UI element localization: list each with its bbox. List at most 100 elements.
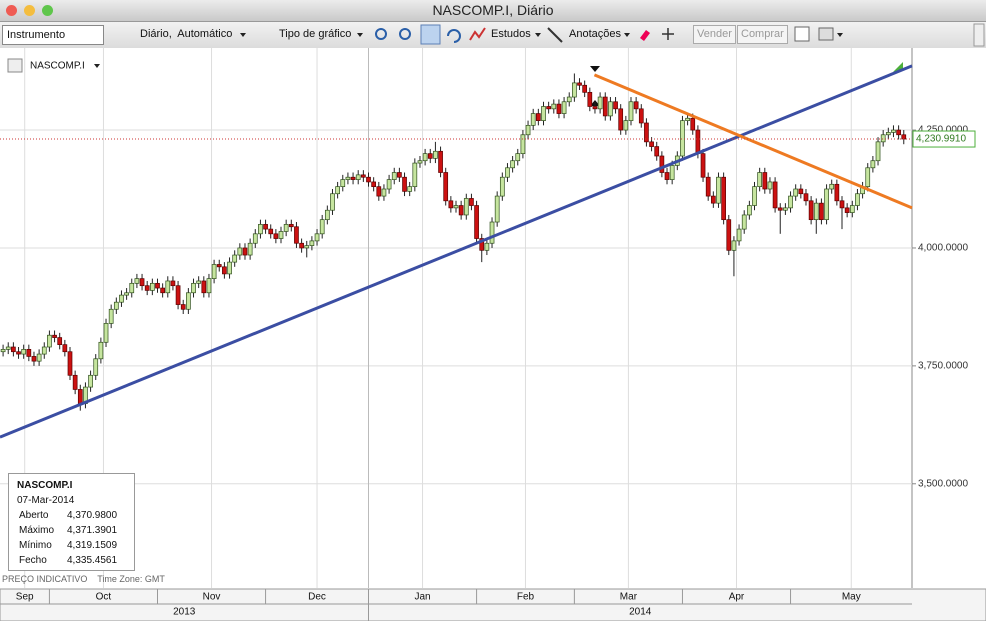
info-symbol: NASCOMP.I — [17, 480, 73, 491]
y-tick-label: 3,750.0000 — [918, 361, 968, 372]
sell-button[interactable]: Vender — [693, 25, 736, 44]
candle-body — [52, 334, 57, 338]
x-tick-label: Oct — [96, 592, 112, 603]
annotations-icon[interactable] — [547, 27, 563, 43]
candle-body — [757, 172, 763, 188]
candle-body — [520, 134, 526, 154]
candle-body — [211, 264, 217, 279]
candle-body — [618, 108, 624, 131]
candle-body — [391, 172, 397, 180]
candle-body — [247, 242, 253, 256]
candle-body — [772, 181, 778, 209]
candle-body — [283, 224, 289, 232]
minimize-button[interactable] — [24, 5, 35, 16]
studies-dropdown[interactable]: Estudos — [491, 28, 531, 40]
candle-body — [865, 167, 871, 188]
candle-body — [21, 349, 27, 355]
candle-body — [26, 349, 32, 357]
instrument-input[interactable]: Instrumento — [2, 25, 104, 45]
candle-body — [494, 195, 500, 223]
scroll-control[interactable] — [973, 23, 985, 47]
candle-body — [875, 141, 881, 162]
candle-body — [561, 101, 567, 114]
candle-body — [324, 209, 330, 221]
candle-body — [88, 374, 93, 388]
footer: PREÇO INDICATIVO Time Zone: GMT — [2, 574, 165, 584]
candle-body — [535, 113, 541, 121]
candle-body — [767, 181, 773, 190]
candle-body — [638, 108, 644, 124]
candle-body — [268, 228, 274, 235]
candle-body — [108, 308, 114, 324]
candle-body — [16, 351, 21, 355]
candle-body — [777, 207, 783, 211]
y-tick-label: 4,250.0000 — [918, 125, 968, 136]
candle-body — [175, 285, 181, 305]
instrument-placeholder: Instrumento — [7, 29, 66, 41]
candle-body — [273, 233, 279, 239]
info-label: Fecho — [19, 555, 47, 566]
candle-body — [397, 172, 402, 178]
candle-body — [855, 193, 860, 206]
zoom-in-icon[interactable] — [375, 28, 387, 40]
candle-body — [381, 188, 387, 197]
candle-body — [700, 153, 706, 178]
candle-body — [798, 188, 804, 195]
candle-body — [479, 238, 485, 251]
candle-body — [731, 240, 737, 251]
eraser-icon[interactable] — [640, 30, 650, 41]
toolbar: Instrumento Diário, Automático Tipo de g… — [0, 22, 986, 49]
candle-body — [299, 242, 304, 249]
chart-type-dropdown[interactable]: Tipo de gráfico — [279, 28, 352, 40]
candle-body — [515, 153, 521, 162]
candle-body — [669, 165, 675, 180]
crosshair-icon[interactable] — [662, 28, 674, 40]
candle-body — [165, 280, 171, 294]
annotations-dropdown[interactable]: Anotações — [569, 28, 621, 40]
candle-body — [330, 193, 335, 211]
close-button[interactable] — [6, 5, 17, 16]
candle-body — [36, 353, 42, 362]
candle-body — [294, 226, 299, 244]
year-label: 2014 — [629, 607, 652, 618]
info-label: Mínimo — [19, 540, 52, 551]
chart-background — [0, 48, 986, 621]
pan-icon[interactable] — [420, 24, 441, 45]
candle-body — [716, 176, 721, 204]
trendline — [593, 73, 913, 210]
candle-body — [113, 301, 119, 310]
candle-body — [546, 106, 551, 110]
candle-body — [407, 186, 413, 192]
studies-icon[interactable] — [469, 27, 486, 41]
candle-body — [597, 96, 603, 110]
reset-icon[interactable] — [447, 29, 461, 43]
candle-body — [227, 261, 232, 275]
candle-body — [278, 231, 284, 239]
buy-button[interactable]: Comprar — [737, 25, 788, 44]
candle-body — [309, 240, 315, 246]
trendline — [0, 64, 913, 439]
candle-body — [705, 176, 711, 197]
candle-body — [695, 129, 701, 154]
period-dropdown[interactable]: Diário, Automático — [140, 28, 233, 40]
zoom-out-icon[interactable] — [399, 28, 411, 40]
zoom-button[interactable] — [42, 5, 53, 16]
candle-body — [736, 228, 742, 242]
candle-body — [469, 198, 474, 206]
candle-body — [726, 219, 732, 251]
candle-body — [824, 188, 829, 221]
chart: NASCOMP.I 3,500.0000 3,750.0000 4,000.0000… — [0, 48, 986, 621]
candle-body — [664, 172, 670, 180]
candle-body — [566, 96, 572, 103]
chart-icon[interactable] — [794, 26, 810, 42]
candle-body — [41, 346, 47, 355]
print-icon[interactable] — [818, 27, 834, 41]
candle-body — [803, 193, 809, 202]
candle-body — [340, 179, 346, 188]
candle-body — [11, 346, 16, 353]
candle-body — [762, 172, 768, 190]
last-price-label: 4,230.9910 — [916, 134, 966, 145]
candle-body — [201, 280, 207, 294]
x-tick-label: Dec — [308, 592, 326, 603]
instrument-dropdown[interactable] — [94, 64, 100, 68]
